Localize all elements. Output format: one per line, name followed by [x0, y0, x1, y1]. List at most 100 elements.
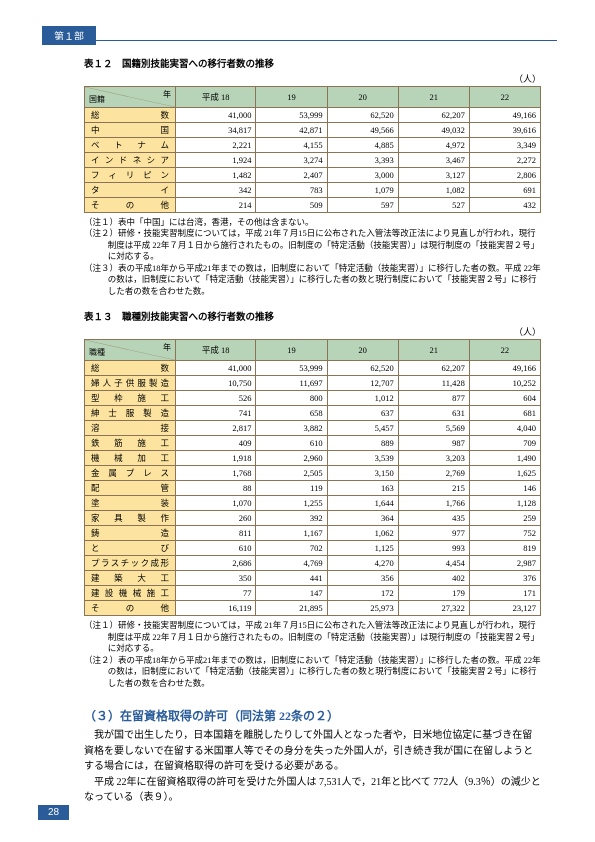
- row-label: 金 属 プ レ ス: [85, 466, 176, 481]
- cell-value: 1,768: [176, 466, 256, 481]
- cell-value: 2,817: [176, 421, 256, 436]
- cell-value: 392: [256, 511, 327, 526]
- cell-value: 4,270: [327, 556, 398, 571]
- cell-value: 88: [176, 481, 256, 496]
- section-3-title: （３）在留資格取得の許可（同法第 22条の２）: [84, 707, 541, 724]
- note: （注２）表の平成18年から平成21年までの数は，旧制度において「特定活動（技能実…: [84, 655, 541, 689]
- section-3-p2: 平成 22年に在留資格取得の許可を受けた外国人は 7,531人で，21年と比べて…: [84, 775, 541, 806]
- row-label: 鋳 造: [85, 526, 176, 541]
- cell-value: 3,467: [398, 153, 469, 168]
- cell-value: 2,686: [176, 556, 256, 571]
- cell-value: 10,252: [469, 376, 540, 391]
- cell-value: 4,769: [256, 556, 327, 571]
- cell-value: 62,207: [398, 361, 469, 376]
- cell-value: 2,505: [256, 466, 327, 481]
- cell-value: 800: [256, 391, 327, 406]
- cell-value: 1,167: [256, 526, 327, 541]
- cell-value: 889: [327, 436, 398, 451]
- year-header: 19: [256, 87, 327, 108]
- cell-value: 1,128: [469, 496, 540, 511]
- cell-value: 2,272: [469, 153, 540, 168]
- cell-value: 4,972: [398, 138, 469, 153]
- cell-value: 119: [256, 481, 327, 496]
- cell-value: 1,079: [327, 183, 398, 198]
- cell-value: 5,457: [327, 421, 398, 436]
- row-label: ベ ト ナ ム: [85, 138, 176, 153]
- cell-value: 877: [398, 391, 469, 406]
- cell-value: 62,207: [398, 108, 469, 123]
- row-label: そ の 他: [85, 601, 176, 616]
- table-row: 建 設 機 械 施 工77147172179171: [85, 586, 541, 601]
- cell-value: 4,040: [469, 421, 540, 436]
- table12-title: 表１２ 国籍別技能実習への移行者数の推移: [84, 56, 541, 70]
- table-row: 機 械 加 工1,9182,9603,5393,2031,490: [85, 451, 541, 466]
- cell-value: 39,616: [469, 123, 540, 138]
- row-label: 型 枠 施 工: [85, 391, 176, 406]
- cell-value: 27,322: [398, 601, 469, 616]
- cell-value: 527: [398, 198, 469, 213]
- row-label: 機 械 加 工: [85, 451, 176, 466]
- cell-value: 1,644: [327, 496, 398, 511]
- row-label: 塗 装: [85, 496, 176, 511]
- table-row: ベ ト ナ ム2,2214,1554,8854,9723,349: [85, 138, 541, 153]
- cell-value: 3,274: [256, 153, 327, 168]
- cell-value: 11,697: [256, 376, 327, 391]
- cell-value: 435: [398, 511, 469, 526]
- table-row: タ イ3427831,0791,082691: [85, 183, 541, 198]
- table-row: そ の 他214509597527432: [85, 198, 541, 213]
- year-header: 平成 18: [176, 340, 256, 361]
- row-label: 配 管: [85, 481, 176, 496]
- cell-value: 3,000: [327, 168, 398, 183]
- cell-value: 2,960: [256, 451, 327, 466]
- table-row: フ ィ リ ピ ン1,4822,4073,0003,1272,806: [85, 168, 541, 183]
- cell-value: 752: [469, 526, 540, 541]
- cell-value: 2,987: [469, 556, 540, 571]
- table13: 年職種平成 1819202122総 数41,00053,99962,52062,…: [84, 339, 541, 616]
- cell-value: 509: [256, 198, 327, 213]
- cell-value: 53,999: [256, 361, 327, 376]
- cell-value: 441: [256, 571, 327, 586]
- cell-value: 811: [176, 526, 256, 541]
- year-header: 22: [469, 87, 540, 108]
- row-label: 総 数: [85, 108, 176, 123]
- row-label: そ の 他: [85, 198, 176, 213]
- table-row: 鋳 造8111,1671,062977752: [85, 526, 541, 541]
- page-number: 28: [38, 805, 69, 820]
- cell-value: 2,769: [398, 466, 469, 481]
- chapter-tag: 第１部: [42, 26, 96, 45]
- table13-title: 表１３ 職種別技能実習への移行者数の推移: [84, 309, 541, 323]
- cell-value: 3,539: [327, 451, 398, 466]
- cell-value: 597: [327, 198, 398, 213]
- cell-value: 783: [256, 183, 327, 198]
- cell-value: 1,012: [327, 391, 398, 406]
- cell-value: 23,127: [469, 601, 540, 616]
- cell-value: 41,000: [176, 108, 256, 123]
- table13-unit: （人）: [84, 325, 541, 338]
- cell-value: 3,203: [398, 451, 469, 466]
- cell-value: 34,817: [176, 123, 256, 138]
- year-header: 21: [398, 87, 469, 108]
- cell-value: 163: [327, 481, 398, 496]
- table-row: と び6107021,125993819: [85, 541, 541, 556]
- row-label: 中 国: [85, 123, 176, 138]
- cell-value: 172: [327, 586, 398, 601]
- section-3-p1: 我が国で出生したり，日本国籍を離脱したりして外国人となった者や，日米地位協定に基…: [84, 728, 541, 775]
- cell-value: 4,155: [256, 138, 327, 153]
- cell-value: 3,882: [256, 421, 327, 436]
- cell-value: 610: [256, 436, 327, 451]
- year-header: 平成 18: [176, 87, 256, 108]
- year-header: 20: [327, 87, 398, 108]
- cell-value: 21,895: [256, 601, 327, 616]
- cell-value: 1,766: [398, 496, 469, 511]
- note: （注１）表中「中国」には台湾，香港，その他は含まない。: [84, 217, 541, 228]
- cell-value: 41,000: [176, 361, 256, 376]
- table-row: 塗 装1,0701,2551,6441,7661,128: [85, 496, 541, 511]
- row-label: プラスチック成形: [85, 556, 176, 571]
- table-row: 家 具 製 作260392364435259: [85, 511, 541, 526]
- page-content: 表１２ 国籍別技能実習への移行者数の推移 （人） 年国籍平成 181920212…: [84, 56, 541, 806]
- cell-value: 147: [256, 586, 327, 601]
- cell-value: 260: [176, 511, 256, 526]
- cell-value: 402: [398, 571, 469, 586]
- note: （注１）研修・技能実習制度については，平成 21年７月15日に公布された入管法等…: [84, 620, 541, 654]
- row-label: 家 具 製 作: [85, 511, 176, 526]
